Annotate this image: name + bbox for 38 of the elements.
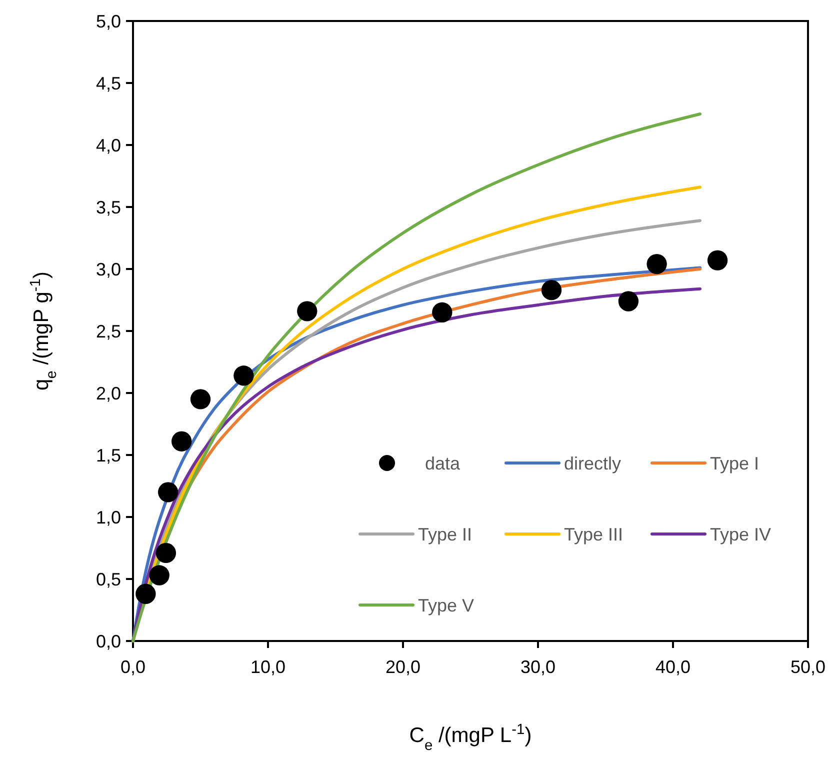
point [432,302,452,322]
y-tick-label: 2,5 [96,321,121,342]
point [149,565,170,586]
x-tick-label: 30,0 [520,657,556,677]
point [136,584,156,604]
point [172,431,192,452]
y-tick-label: 3,0 [96,259,121,280]
point [158,482,178,502]
point [618,291,639,312]
point [190,389,211,410]
y-tick-label: 1,0 [96,507,121,528]
y-tick-label: 4,5 [96,73,121,94]
legend-label: Type III [564,524,624,544]
x-tick-label: 20,0 [385,657,421,677]
point [156,542,176,564]
x-tick-label: 0,0 [120,657,146,677]
y-tick-label: 0,5 [96,569,121,590]
y-tick-label: 0,0 [96,631,121,652]
legend-label: directly [564,453,622,474]
y-tick-label: 4,0 [96,135,121,156]
legend-label: Type II [418,524,472,544]
point [234,366,254,386]
legend-label: data [425,453,462,474]
y-tick-label: 2,0 [96,383,121,404]
legend-label: Type IV [710,524,772,544]
x-axis-title: C$_{e}$ /(mgP L$^{-1}$) [409,722,532,754]
x-tick-label: 10,0 [250,657,286,677]
x-tick-label: 50,0 [790,657,826,677]
legend-label: Type V [418,595,474,616]
point [707,250,728,270]
y-tick-label: 3,5 [96,197,121,218]
point [297,301,318,322]
x-tick-label: 40,0 [655,657,691,677]
y-tick-label: 5,0 [96,11,121,32]
point [541,280,562,300]
point [646,254,667,274]
legend-label: Type I [710,453,760,474]
y-tick-label: 1,5 [96,445,121,466]
